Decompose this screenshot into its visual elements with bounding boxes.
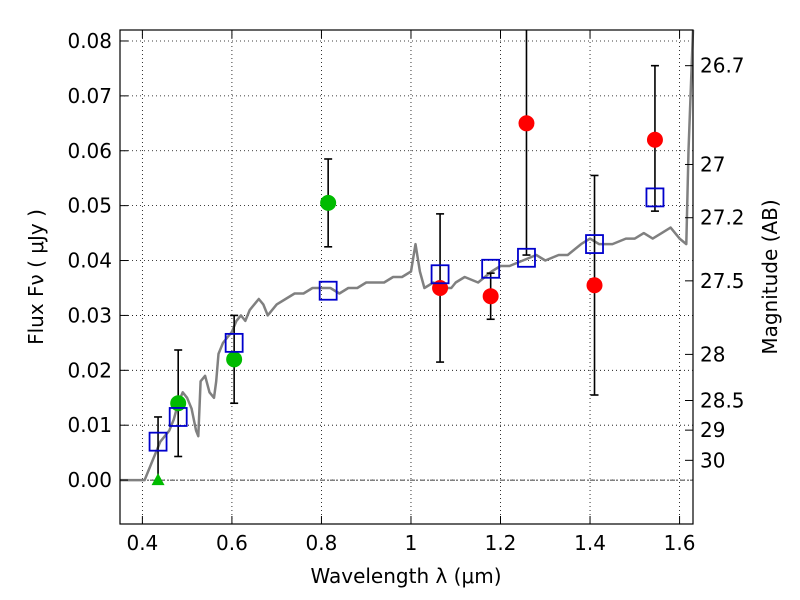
y2-tick-label: 27.5 (700, 269, 745, 293)
y-tick-label: 0.01 (67, 413, 112, 437)
model-photometry-square (224, 332, 244, 353)
y2-tick-label: 30 (700, 448, 725, 472)
x-axis-label: Wavelength λ (μm) (310, 564, 501, 588)
green-upper-limit-point (151, 473, 165, 486)
x-tick-label: 1 (405, 531, 418, 555)
red-data-point (646, 131, 663, 148)
model-sed-layer (120, 29, 695, 482)
plot-background (120, 30, 693, 524)
model-photometry-square (645, 187, 665, 208)
plot-frame (119, 29, 694, 525)
y-tick-label: 0.02 (67, 358, 112, 382)
red-data-point (518, 115, 535, 132)
green-data-point (226, 351, 243, 368)
y2-tick-label: 28.5 (700, 389, 745, 413)
green-data-point (320, 194, 337, 211)
y-tick-label: 0.04 (67, 249, 112, 273)
y-tick-label: 0.07 (67, 84, 112, 108)
y2-axis-label: Magnitude (AB) (758, 199, 782, 354)
model-photometry-square (168, 407, 188, 427)
y2-tick-label: 28 (700, 342, 725, 366)
y2-tick-label: 27.2 (700, 206, 745, 230)
x-tick-label: 0.4 (126, 531, 158, 555)
y-tick-label: 0.06 (67, 139, 112, 163)
x-tick-label: 1.6 (664, 531, 696, 555)
y2-tick-label: 29 (700, 418, 725, 442)
red-data-point (586, 277, 603, 294)
model-photometry-square (430, 264, 450, 285)
x-tick-label: 0.6 (216, 531, 248, 555)
red-data-point (482, 288, 499, 305)
y2-tick-label: 26.7 (700, 54, 745, 78)
model-sed-line (120, 29, 695, 482)
y-tick-label: 0.03 (67, 303, 112, 327)
y-tick-label: 0.00 (67, 468, 112, 492)
model-photometry-square (517, 247, 536, 268)
model-photometry-square (585, 234, 604, 254)
model-photometry-square (318, 280, 338, 301)
tick-layer: 0.4 0.6 0.8 1 1.2 1.4 1.6 0.00 0.01 0.02 0.03 0.04 0… (67, 29, 744, 555)
x-tick-label: 0.8 (306, 531, 338, 555)
x-tick-label: 1.2 (485, 531, 517, 555)
y2-tick-label: 27 (700, 152, 725, 176)
y-tick-label: 0.05 (67, 194, 112, 218)
red-data-point (432, 279, 449, 296)
x-tick-label: 1.4 (574, 531, 606, 555)
y-tick-label: 0.08 (67, 29, 112, 53)
y-axis-label: Flux Fν ( μJy ) (24, 209, 48, 345)
model-photometry-square (481, 258, 501, 279)
model-photometry-square (148, 431, 168, 452)
green-data-point (170, 395, 187, 412)
marker-layer (148, 115, 665, 486)
